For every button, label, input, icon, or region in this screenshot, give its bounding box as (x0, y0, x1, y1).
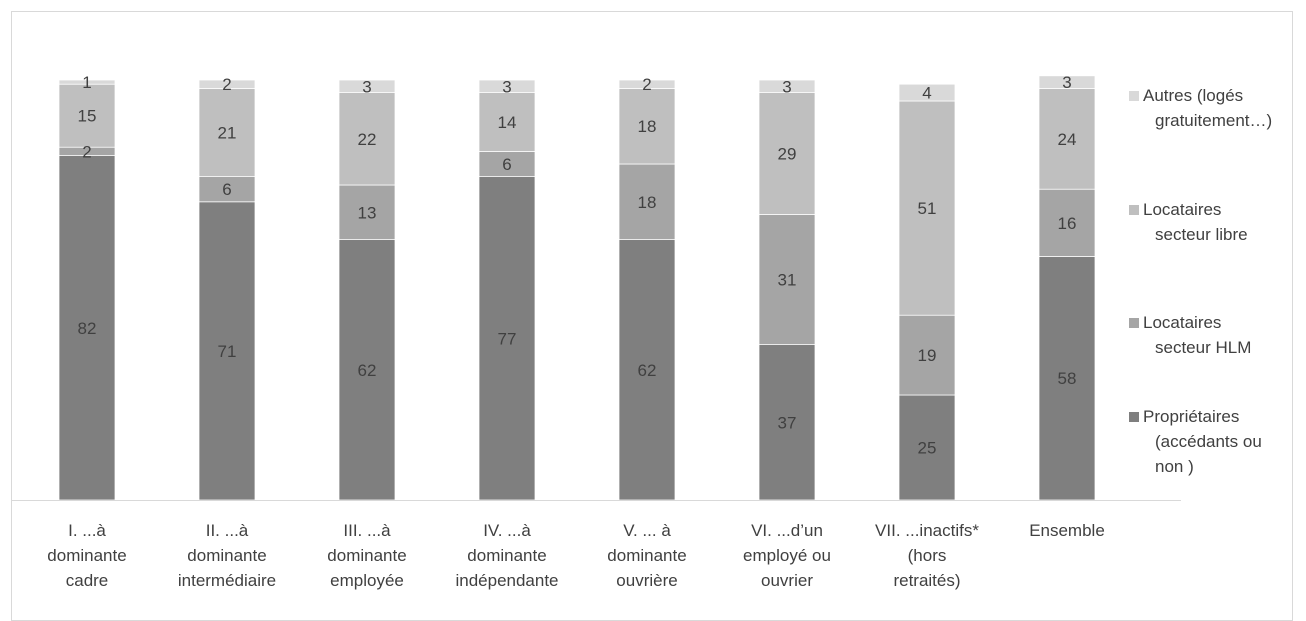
bar-segment (618, 79, 676, 89)
category-label: VI. ...d’un employé ou ouvrier (743, 521, 831, 590)
data-label: 2 (222, 75, 231, 94)
bar-segment (618, 88, 676, 165)
category-labels-group: I. ...à dominante cadre II. ...à dominante in… (47, 521, 1105, 590)
bar-segment (758, 344, 816, 501)
data-label: 37 (778, 413, 797, 432)
data-label: 3 (362, 77, 371, 96)
legend-swatch (1129, 318, 1139, 328)
data-label: 62 (358, 361, 377, 380)
bar-segment (58, 79, 116, 85)
data-label: 24 (1058, 130, 1077, 149)
data-label: 18 (638, 117, 657, 136)
legend-label: Propriétaires (accédants ou non ) (1143, 407, 1262, 476)
legend-label: Locataires secteur HLM (1143, 313, 1251, 357)
data-label: 3 (782, 77, 791, 96)
bar-segment (478, 176, 536, 501)
bars-group (58, 75, 1096, 501)
data-label: 77 (498, 329, 517, 348)
category-label: II. ...à dominante intermédiaire (178, 521, 276, 590)
category-label: VII. ...inactifs* (hors retraités) (875, 521, 979, 590)
category-label: I. ...à dominante cadre (47, 521, 126, 590)
data-label: 82 (78, 319, 97, 338)
bar-segment (898, 314, 956, 396)
data-label: 2 (642, 75, 651, 94)
category-label: Ensemble (1029, 521, 1105, 540)
bar-segment (338, 92, 396, 186)
bar-segment (898, 83, 956, 102)
legend-swatch (1129, 205, 1139, 215)
data-label: 18 (638, 193, 657, 212)
data-label: 21 (218, 124, 237, 143)
bar-segment (338, 184, 396, 240)
bar-segment (478, 92, 536, 152)
data-label: 4 (922, 84, 931, 103)
bar-segment (1038, 256, 1096, 501)
data-label: 19 (918, 346, 937, 365)
bar-segment (338, 79, 396, 93)
category-label: IV. ...à dominante indépendante (455, 521, 558, 590)
data-labels-group: 8221517162126213223776143621818237312932… (78, 73, 1077, 457)
data-label: 51 (918, 199, 937, 218)
legend-swatch (1129, 412, 1139, 422)
bar-segment (1038, 75, 1096, 89)
stacked-bar-chart: 8221517162126213223776143621818237312932… (12, 73, 1272, 590)
data-label: 15 (78, 107, 97, 126)
legend-label: Locataires secteur libre (1143, 200, 1248, 244)
bar-segment (758, 79, 816, 93)
data-label: 2 (82, 142, 91, 161)
legend-swatch (1129, 91, 1139, 101)
bar-segment (338, 239, 396, 501)
bar-segment (478, 79, 536, 93)
data-label: 6 (222, 180, 231, 199)
data-label: 22 (358, 130, 377, 149)
data-label: 16 (1058, 214, 1077, 233)
data-label: 13 (358, 203, 377, 222)
data-label: 3 (1062, 73, 1071, 92)
bar-segment (618, 239, 676, 501)
bar-segment (198, 79, 256, 89)
bar-segment (758, 92, 816, 215)
bar-segment (198, 88, 256, 177)
data-label: 29 (778, 145, 797, 164)
data-label: 25 (918, 439, 937, 458)
data-label: 31 (778, 271, 797, 290)
data-label: 62 (638, 361, 657, 380)
bar-segment (758, 214, 816, 345)
legend: Autres (logés gratuitement…) Locataires sec… (1129, 86, 1272, 476)
category-label: V. ... à dominante ouvrière (607, 521, 686, 590)
data-label: 1 (82, 73, 91, 92)
data-label: 58 (1058, 369, 1077, 388)
data-label: 3 (502, 77, 511, 96)
category-label: III. ...à dominante employée (327, 521, 406, 590)
bar-segment (1038, 188, 1096, 257)
data-label: 71 (218, 342, 237, 361)
data-label: 6 (502, 155, 511, 174)
legend-label: Autres (logés gratuitement…) (1143, 86, 1272, 130)
data-label: 14 (498, 113, 517, 132)
